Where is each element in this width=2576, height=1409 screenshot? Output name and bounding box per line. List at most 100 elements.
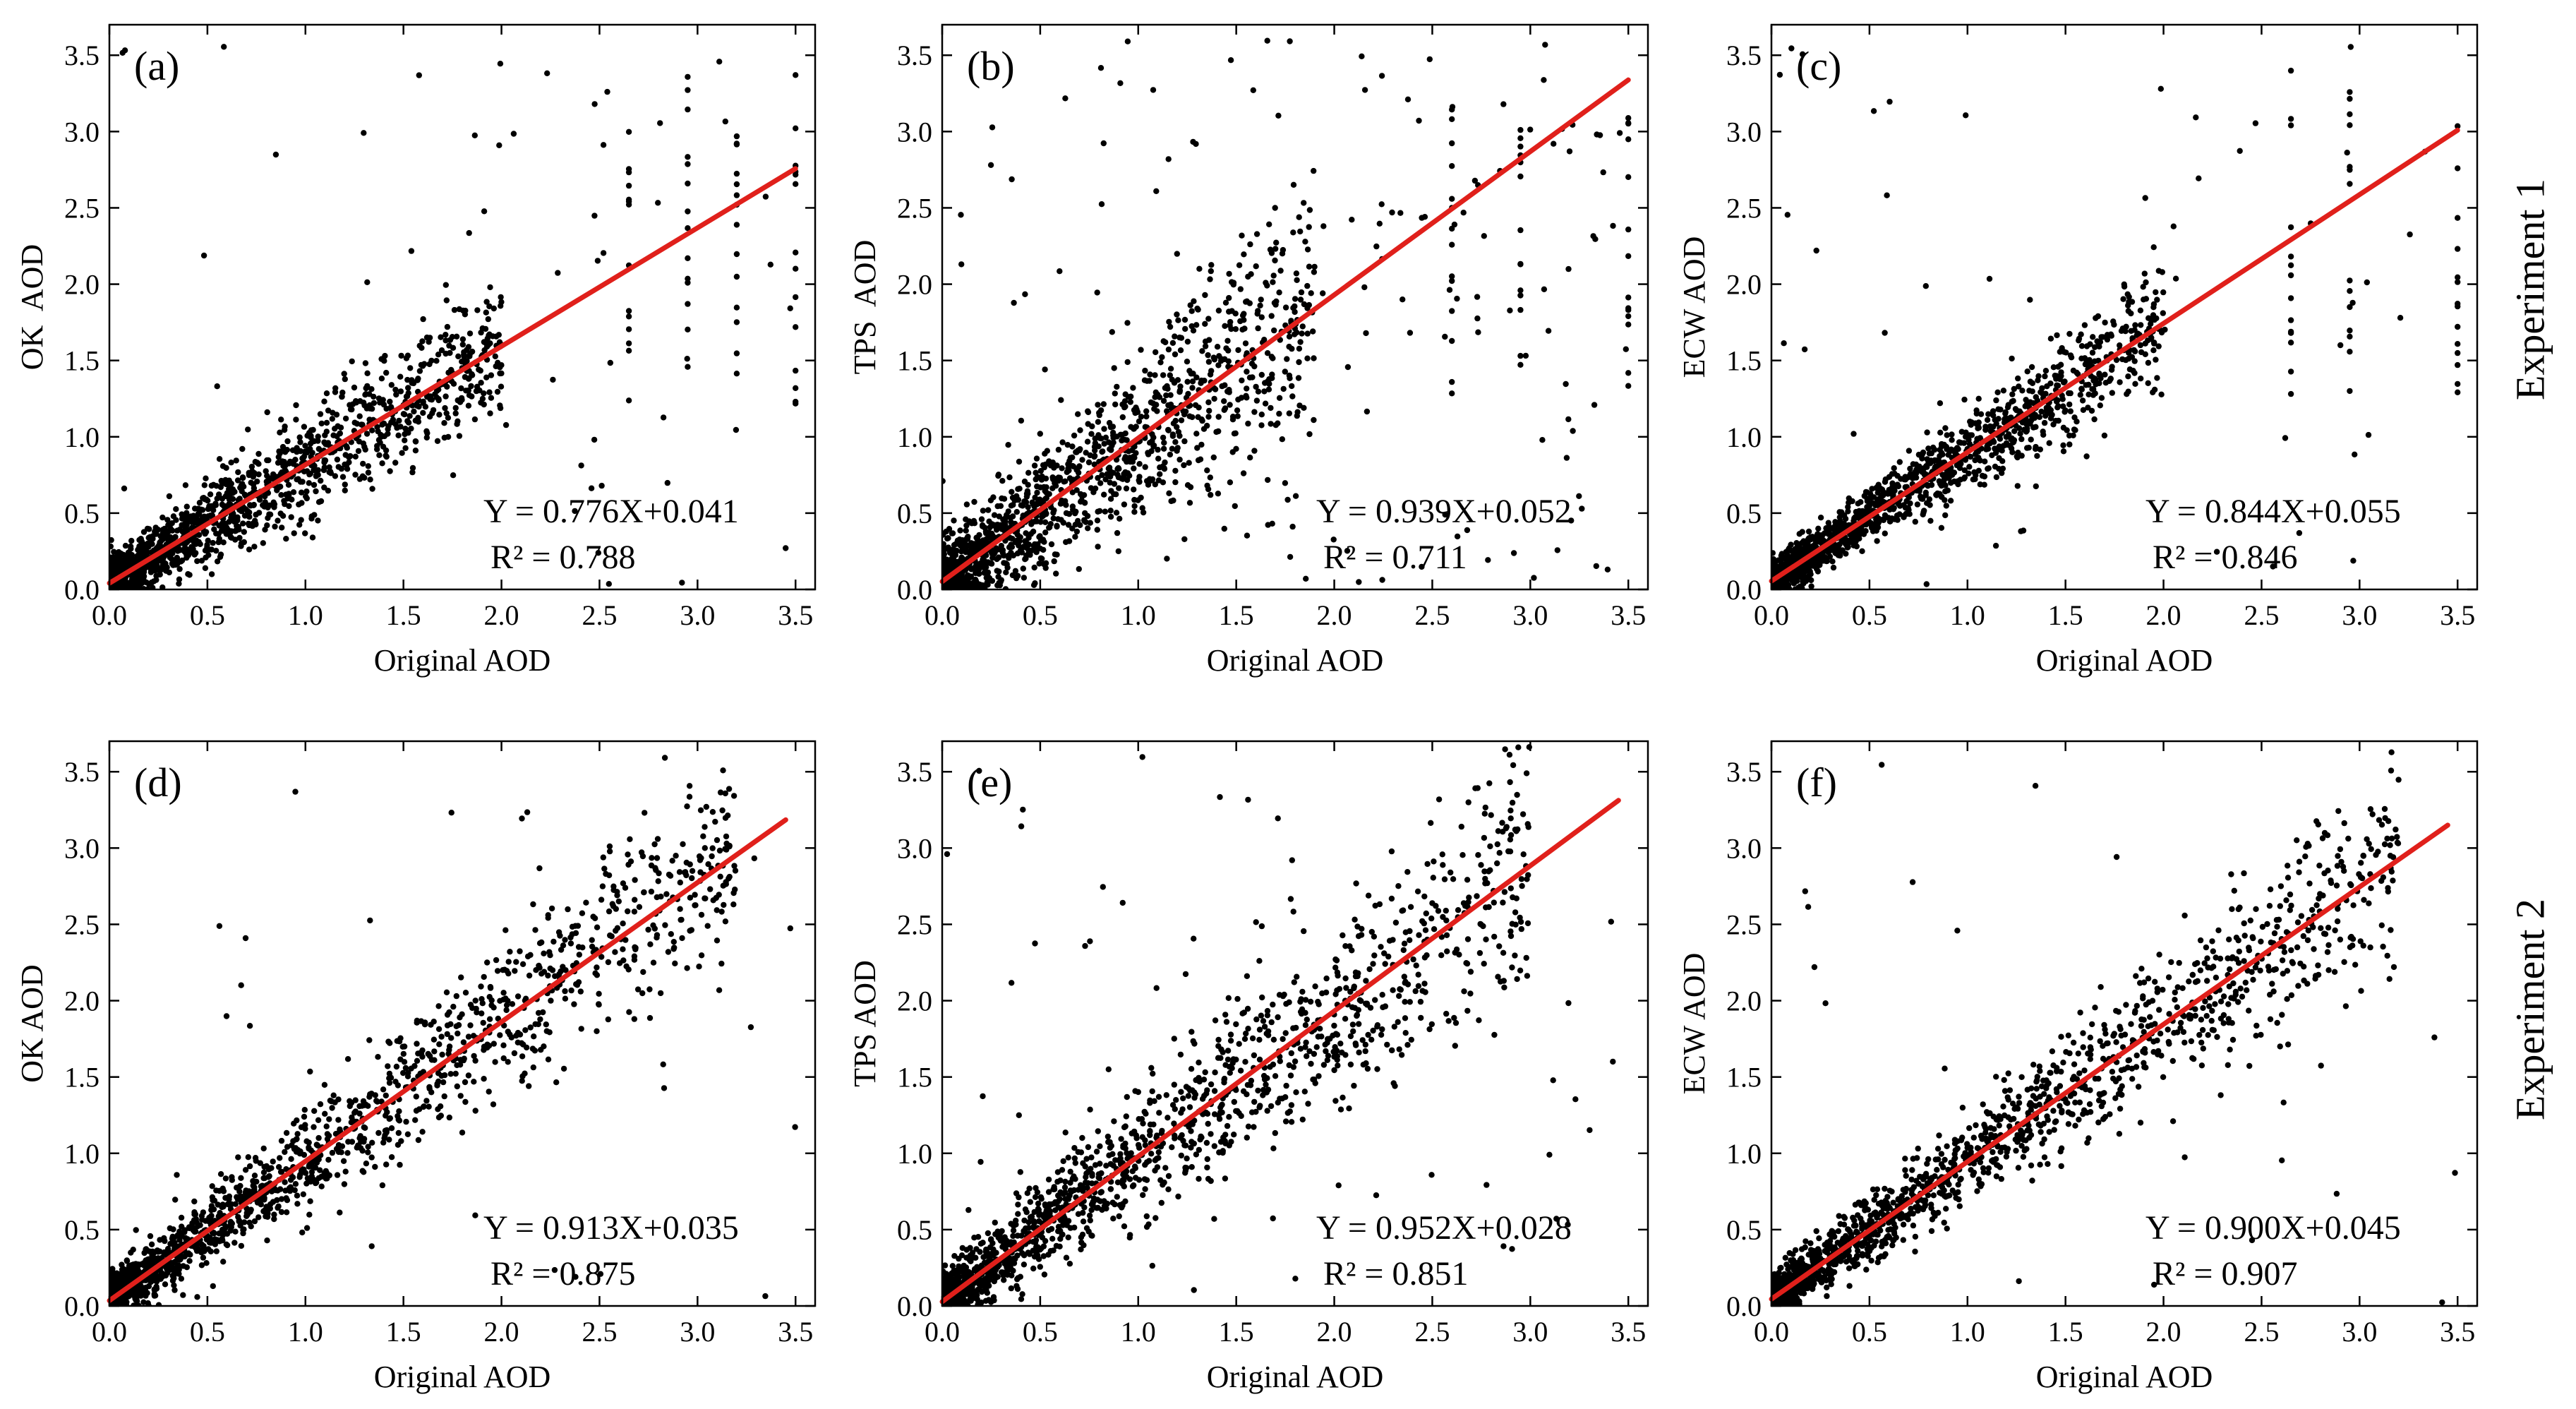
scatter-point	[1188, 308, 1195, 314]
scatter-point	[1973, 410, 1980, 417]
scatter-point	[1200, 426, 1208, 432]
scatter-point	[2033, 424, 2039, 430]
scatter-point	[1003, 569, 1009, 575]
scatter-point	[1127, 458, 1133, 465]
scatter-point	[1855, 500, 1861, 507]
scatter-point	[282, 500, 288, 508]
scatter-point	[1942, 482, 1949, 488]
scatter-point	[325, 487, 332, 494]
scatter-point	[1222, 405, 1229, 412]
scatter-point	[1227, 402, 1233, 408]
scatter-point	[1939, 451, 1946, 457]
scatter-point	[483, 374, 490, 380]
scatter-point	[483, 299, 490, 305]
scatter-point	[255, 450, 262, 457]
scatter-point	[1174, 448, 1180, 454]
scatter-point	[986, 518, 992, 524]
scatter-point	[1133, 424, 1139, 430]
scatter-point	[999, 478, 1006, 484]
scatter-point	[1945, 452, 1951, 458]
scatter-point	[1152, 389, 1160, 395]
scatter-point	[278, 492, 284, 498]
scatter-point	[767, 261, 774, 268]
scatter-point	[1846, 499, 1852, 506]
scatter-point	[1869, 486, 1875, 492]
scatter-point	[301, 468, 308, 475]
scatter-point	[1124, 38, 1131, 44]
scatter-point	[1272, 257, 1278, 264]
scatter-point	[272, 151, 279, 158]
scatter-point	[342, 415, 349, 422]
scatter-point	[455, 418, 461, 424]
scatter-point	[2050, 364, 2057, 371]
scatter-point	[1159, 354, 1165, 361]
scatter-point	[315, 467, 321, 474]
scatter-point	[176, 580, 182, 587]
scatter-point	[625, 347, 632, 354]
scatter-point	[1029, 499, 1035, 505]
scatter-point	[1012, 539, 1019, 546]
scatter-point	[1243, 299, 1249, 305]
scatter-point	[181, 548, 188, 555]
scatter-point	[1781, 340, 1787, 347]
axes-frame	[941, 23, 1649, 591]
scatter-point	[1085, 525, 1091, 532]
scatter-point	[1301, 200, 1307, 206]
scatter-point	[1006, 534, 1013, 541]
scatter-point	[364, 370, 371, 376]
scatter-point	[1176, 389, 1183, 395]
scatter-point	[1226, 294, 1232, 301]
scatter-point	[143, 546, 149, 552]
scatter-point	[339, 393, 345, 400]
scatter-point	[264, 409, 270, 416]
scatter-point	[2033, 443, 2039, 450]
y-tick-label: 1.5	[897, 345, 932, 377]
scatter-point	[1177, 383, 1184, 390]
scatter-point	[424, 430, 431, 436]
scatter-point	[1789, 573, 1795, 580]
scatter-point	[494, 388, 501, 395]
scatter-point	[1923, 463, 1930, 469]
scatter-point	[1065, 522, 1072, 528]
scatter-point	[2126, 294, 2132, 300]
y-axis-title: TPS AOD	[848, 240, 882, 375]
scatter-point	[167, 534, 174, 541]
scatter-point	[2172, 275, 2179, 282]
scatter-point	[1299, 323, 1306, 330]
scatter-point	[1092, 485, 1099, 492]
scatter-point	[1517, 227, 1524, 234]
scatter-point	[210, 539, 216, 546]
scatter-point	[289, 447, 296, 453]
scatter-point	[1102, 508, 1109, 515]
scatter-point	[1270, 272, 1277, 279]
scatter-point	[578, 462, 584, 469]
scatter-point	[1234, 407, 1241, 414]
scatter-point	[1181, 438, 1188, 445]
scatter-point	[733, 273, 740, 280]
scatter-point	[315, 433, 321, 440]
scatter-point	[264, 457, 270, 464]
scatter-point	[2018, 528, 2024, 534]
y-tick-label: 1.0	[897, 421, 932, 453]
scatter-point	[2090, 334, 2096, 340]
scatter-point	[679, 580, 685, 586]
scatter-point	[272, 523, 278, 530]
scatter-point	[488, 395, 495, 401]
scatter-point	[981, 558, 987, 565]
scatter-point	[1211, 395, 1217, 402]
scatter-point	[1032, 494, 1038, 500]
scatter-point	[1262, 400, 1269, 407]
scatter-point	[1062, 478, 1069, 484]
scatter-point	[308, 515, 315, 522]
scatter-point	[150, 578, 157, 584]
scatter-point	[1069, 489, 1076, 496]
scatter-point	[1205, 399, 1212, 406]
scatter-point	[321, 464, 327, 471]
scatter-point	[2113, 356, 2120, 364]
scatter-point	[1276, 410, 1282, 417]
scatter-point	[1889, 480, 1896, 486]
scatter-point	[1527, 126, 1534, 133]
scatter-point	[1442, 511, 1448, 518]
x-tick-label: 0.5	[190, 599, 225, 631]
scatter-point	[1174, 377, 1181, 383]
